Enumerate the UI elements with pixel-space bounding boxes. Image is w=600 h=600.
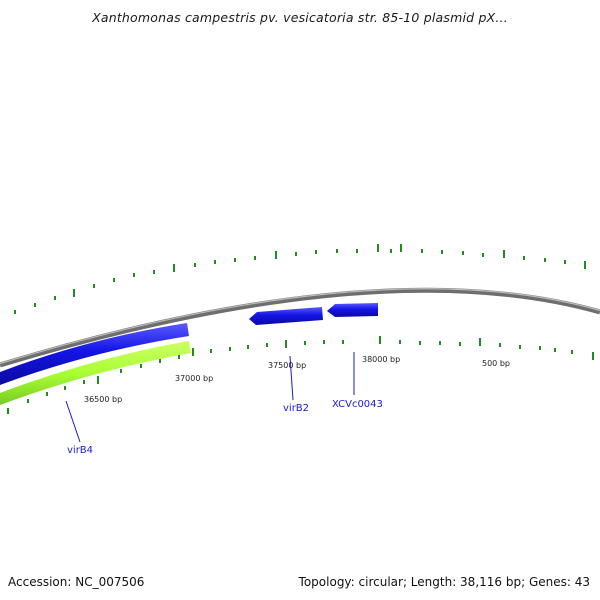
- gene-label-XCVc0043[interactable]: XCVc0043: [332, 399, 383, 410]
- gene-XCVc0043-arrow[interactable]: [327, 303, 378, 317]
- gene-virB4-highlight[interactable]: [0, 341, 191, 405]
- gene-label-virB4[interactable]: virB4: [67, 445, 93, 456]
- gene-label-virB2[interactable]: virB2: [283, 403, 309, 414]
- gene-virB4-forward[interactable]: [0, 323, 189, 385]
- inner-tick-ring: [7, 336, 594, 414]
- tick-label-37500: 37500 bp: [268, 361, 306, 370]
- tick-label-36500: 36500 bp: [84, 395, 122, 404]
- tick-label-38000: 38000 bp: [362, 355, 400, 364]
- topology-summary: Topology: circular; Length: 38,116 bp; G…: [298, 575, 590, 589]
- gene-label-leaders: [65, 352, 355, 443]
- map-title: Xanthomonas campestris pv. vesicatoria s…: [92, 10, 508, 25]
- tick-label-37000: 37000 bp: [175, 374, 213, 383]
- tick-label-500: 500 bp: [482, 359, 510, 368]
- plasmid-backbone: [0, 287, 600, 368]
- outer-tick-ring: [14, 244, 586, 314]
- gene-virB2-arrow[interactable]: [249, 307, 323, 325]
- accession-label: Accession: NC_007506: [8, 575, 145, 589]
